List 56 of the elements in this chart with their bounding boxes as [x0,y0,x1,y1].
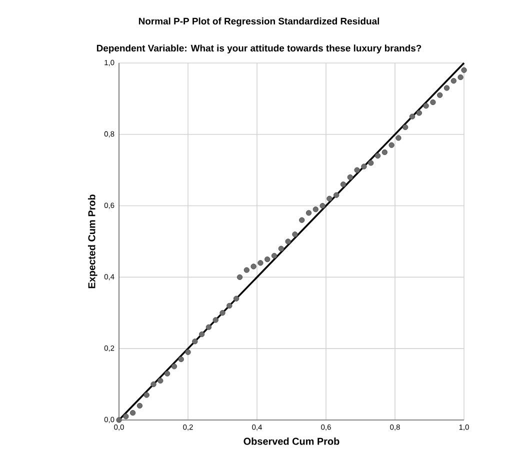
point [430,99,436,106]
point [123,414,129,420]
point [258,260,264,266]
point [198,331,205,338]
point [236,274,243,280]
point [423,102,429,109]
point [264,256,270,262]
point [402,124,408,130]
point [250,264,256,270]
point [354,167,360,173]
point [437,92,443,98]
point [136,402,143,409]
point [458,74,464,80]
point [368,160,374,166]
point [340,182,346,188]
chart-subtitle: Dependent Variable: What is your attitude towards these luxury brands? [96,44,422,54]
point [409,114,416,120]
point [374,152,381,159]
y-axis-title: Expected Cum Prob [88,194,98,288]
point [206,324,212,330]
point [271,252,278,259]
point [299,217,305,223]
point [461,67,467,73]
point [416,110,422,116]
point [320,202,326,209]
point [444,85,450,91]
point [233,296,240,302]
point [178,356,184,362]
point [185,349,191,355]
x-axis-title: Observed Cum Prob [244,438,340,445]
point [278,246,284,252]
point [171,364,178,370]
point [334,192,340,198]
point [312,206,318,212]
point [192,338,198,344]
point [285,238,291,244]
point [292,232,298,238]
point [306,210,312,216]
point [388,142,394,148]
point [212,317,218,323]
point [347,174,353,180]
point [150,381,156,388]
point [382,149,388,156]
point [226,302,232,309]
point [130,410,136,416]
point [450,78,456,84]
point [361,164,367,170]
point [116,417,122,423]
point [244,267,250,273]
point [326,196,332,202]
chart-title: Normal P-P Plot of Regression Standardized Residual [138,18,380,26]
point [158,378,164,384]
point [220,310,226,316]
point [396,135,402,141]
point [144,392,150,398]
point [164,370,170,376]
